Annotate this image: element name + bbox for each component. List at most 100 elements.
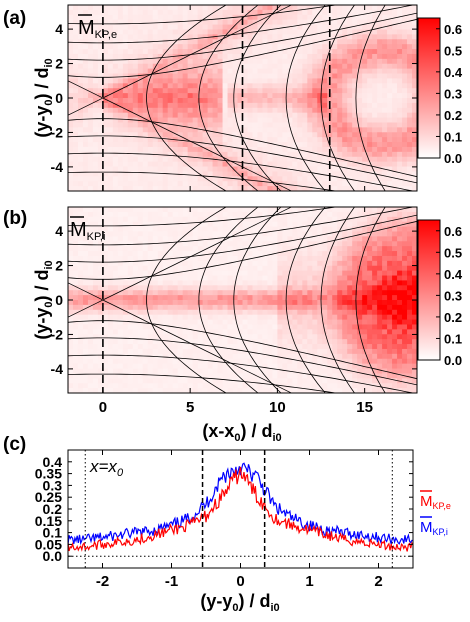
heatmap-cell	[322, 34, 328, 40]
heatmap-cell	[147, 358, 154, 365]
heatmap-cell	[222, 171, 229, 177]
heatmap-cell	[212, 176, 219, 182]
heatmap-cell	[72, 14, 79, 21]
heatmap-cell	[347, 161, 353, 168]
heatmap-cell	[227, 102, 234, 109]
heatmap-cell	[327, 334, 333, 340]
heatmap-cell	[377, 181, 383, 187]
heatmap-cell	[157, 181, 164, 187]
heatmap-cell	[217, 107, 224, 114]
heatmap-cell	[262, 324, 269, 330]
heatmap-cell	[297, 49, 303, 55]
heatmap-cell	[272, 207, 278, 213]
heatmap-cell	[327, 246, 333, 252]
heatmap-cell	[207, 156, 214, 163]
heatmap-cell	[157, 309, 164, 316]
heatmap-cell	[167, 166, 174, 173]
heatmap-cell	[337, 221, 343, 228]
heatmap-cell	[187, 39, 194, 45]
heatmap-cell	[367, 44, 373, 50]
heatmap-cell	[247, 358, 254, 365]
heatmap-cell	[342, 176, 348, 182]
heatmap-cell	[152, 226, 159, 233]
heatmap-cell	[237, 211, 244, 218]
heatmap-cell	[97, 122, 104, 128]
heatmap-cell	[337, 348, 343, 355]
heatmap-cell	[257, 290, 264, 296]
heatmap-cell	[197, 285, 204, 291]
heatmap-cell	[342, 78, 348, 84]
heatmap-cell	[277, 14, 283, 21]
heatmap-cell	[232, 251, 239, 257]
heatmap-cell	[247, 78, 254, 84]
heatmap-cell	[192, 132, 199, 138]
heatmap-cell	[337, 295, 343, 301]
heatmap-cell	[152, 295, 159, 301]
heatmap-cell	[127, 251, 134, 257]
heatmap-cell	[367, 166, 373, 173]
heatmap-cell	[177, 280, 184, 286]
heatmap-cell	[257, 388, 264, 393]
heatmap-cell	[337, 53, 343, 60]
heatmap-cell	[287, 295, 293, 301]
heatmap-cell	[237, 231, 244, 237]
heatmap-cell	[157, 161, 164, 168]
heatmap-cell	[182, 171, 189, 177]
heatmap-cell	[292, 146, 298, 153]
heatmap-cell	[327, 236, 333, 242]
heatmap-cell	[387, 5, 393, 11]
heatmap-cell	[122, 63, 129, 70]
heatmap-cell	[372, 39, 378, 45]
heatmap-cell	[177, 241, 184, 247]
heatmap-cell	[287, 9, 293, 16]
heatmap-cell	[412, 166, 417, 173]
heatmap-cell	[127, 270, 134, 277]
heatmap-cell	[337, 29, 343, 35]
heatmap-cell	[262, 161, 269, 168]
heatmap-cell	[327, 373, 333, 379]
heatmap-cell	[92, 314, 99, 321]
heatmap-cell	[217, 304, 224, 311]
heatmap-cell	[92, 329, 99, 335]
heatmap-cell	[207, 353, 214, 360]
heatmap-cell	[107, 49, 114, 55]
heatmap-cell	[217, 88, 224, 94]
heatmap-cell	[162, 132, 169, 138]
heatmap-cell	[197, 388, 204, 393]
heatmap-cell	[112, 378, 119, 384]
heatmap-cell	[272, 117, 278, 124]
heatmap-cell	[142, 186, 149, 191]
heatmap-cell	[87, 68, 94, 75]
heatmap-cell	[177, 378, 184, 384]
heatmap-cell	[352, 290, 358, 296]
heatmap-cell	[247, 304, 254, 311]
heatmap-cell	[102, 29, 109, 35]
heatmap-cell	[137, 44, 144, 50]
heatmap-cell	[347, 260, 353, 267]
heatmap-cell	[302, 112, 308, 119]
heatmap-cell	[172, 221, 179, 228]
heatmap-cell	[157, 304, 164, 311]
heatmap-cell	[282, 78, 288, 84]
heatmap-cell	[357, 5, 363, 11]
heatmap-cell	[212, 44, 219, 50]
heatmap-cell	[387, 176, 393, 182]
heatmap-cell	[227, 24, 234, 31]
heatmap-cell	[202, 88, 209, 94]
heatmap-cell	[117, 211, 124, 218]
heatmap-cell	[322, 304, 328, 311]
heatmap-cell	[77, 324, 84, 330]
heatmap-cell	[382, 117, 388, 124]
heatmap-cell	[152, 324, 159, 330]
heatmap-cell	[92, 93, 99, 99]
heatmap-cell	[182, 241, 189, 247]
heatmap-cell	[347, 186, 353, 191]
heatmap-cell	[362, 176, 368, 182]
heatmap-cell	[202, 314, 209, 321]
heatmap-cell	[122, 314, 129, 321]
heatmap-cell	[322, 275, 328, 282]
heatmap-cell	[402, 142, 408, 148]
heatmap-cell	[387, 146, 393, 153]
heatmap-cell	[92, 14, 99, 21]
heatmap-cell	[242, 304, 249, 311]
